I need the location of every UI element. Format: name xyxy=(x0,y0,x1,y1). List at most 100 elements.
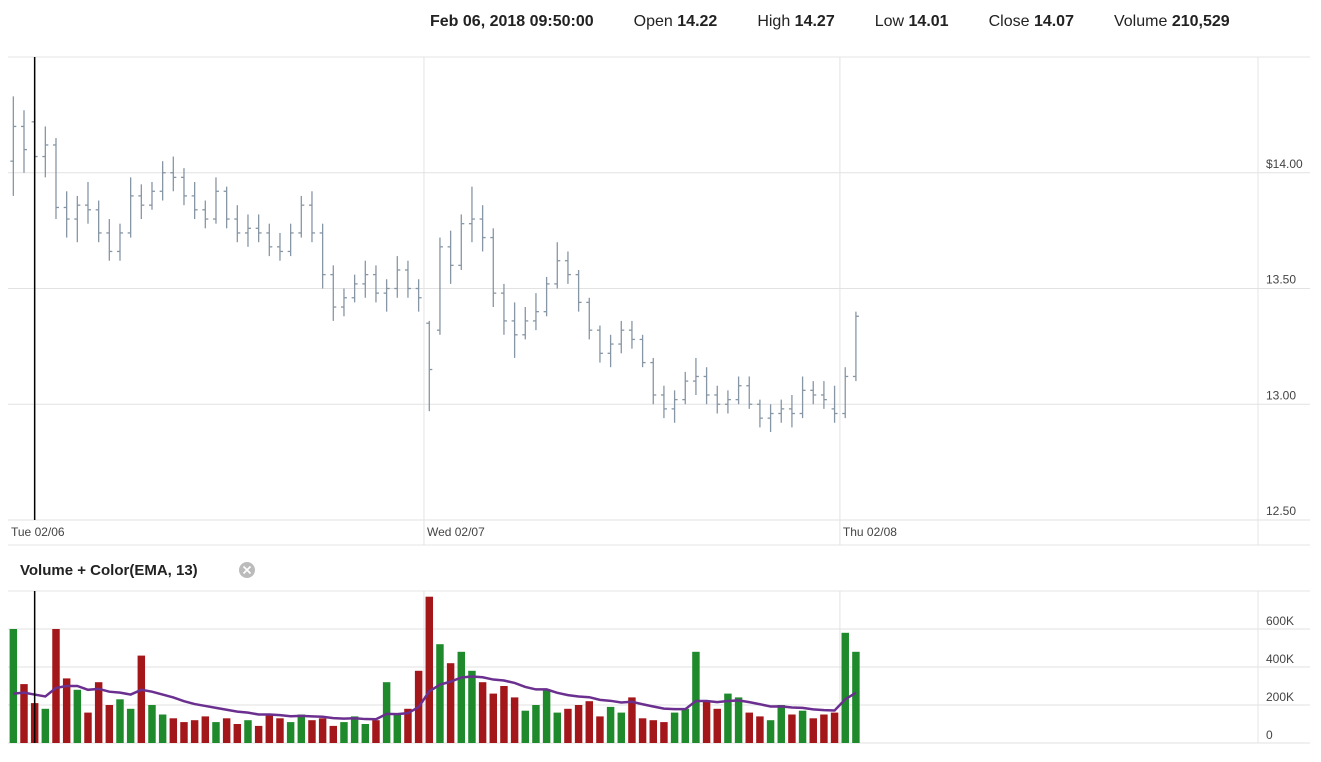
volume-bar xyxy=(393,714,402,743)
volume-bar xyxy=(318,718,327,743)
volume-bar xyxy=(286,722,295,743)
volume-bar xyxy=(180,722,188,743)
volume-bar xyxy=(777,705,785,743)
volume-bar xyxy=(116,699,124,743)
volume-bar xyxy=(372,720,380,743)
volume-bar xyxy=(382,682,391,743)
volume-bar xyxy=(468,670,476,743)
volume-bar xyxy=(148,705,156,743)
volume-bar xyxy=(222,718,231,743)
volume-bar xyxy=(425,596,434,743)
volume-bar xyxy=(73,689,82,743)
ema-line xyxy=(13,675,857,721)
y-tick-label: 0 xyxy=(1266,728,1273,742)
field-value: 14.07 xyxy=(1033,13,1074,30)
header-field: Close 14.07 xyxy=(989,13,1074,31)
volume-title: Volume + Color(EMA, 13) xyxy=(20,562,198,579)
volume-bar xyxy=(809,718,817,743)
volume-bar xyxy=(276,718,284,743)
field-value: 14.22 xyxy=(677,13,718,30)
volume-bar xyxy=(20,684,28,743)
volume-bar xyxy=(852,651,860,743)
volume-bar xyxy=(585,701,594,743)
volume-bar xyxy=(702,701,711,743)
volume-bar xyxy=(788,714,796,743)
volume-bar xyxy=(766,720,775,743)
volume-bar xyxy=(628,697,636,743)
field-label: Low xyxy=(874,13,905,30)
volume-bar xyxy=(606,706,615,743)
volume-bar xyxy=(254,725,263,743)
volume-bar xyxy=(308,720,316,743)
volume-bar xyxy=(756,716,764,743)
volume-bar xyxy=(489,693,498,743)
volume-bar xyxy=(84,712,92,743)
volume-bar xyxy=(660,722,668,743)
field-label: Volume xyxy=(1113,13,1168,30)
close-icon-x[interactable] xyxy=(242,565,252,575)
volume-bar xyxy=(574,705,583,743)
volume-bar xyxy=(126,708,135,743)
volume-bar xyxy=(830,712,839,743)
volume-bar xyxy=(734,697,743,743)
y-tick-label: 13.00 xyxy=(1266,388,1296,402)
datetime: Feb 06, 2018 09:50:00 xyxy=(430,13,594,30)
volume-bar xyxy=(212,722,220,743)
y-tick-label: 400K xyxy=(1266,652,1294,666)
field-value: 14.01 xyxy=(908,13,949,30)
header-field: Low 14.01 xyxy=(875,13,949,31)
field-label: Open xyxy=(633,13,673,30)
volume-bar xyxy=(41,708,50,743)
volume-bar xyxy=(297,714,306,743)
volume-bar xyxy=(233,724,242,743)
volume-bar xyxy=(681,708,689,743)
x-tick-label: Wed 02/07 xyxy=(427,525,485,539)
volume-bar xyxy=(446,663,455,743)
volume-bar xyxy=(329,725,338,743)
volume-bar xyxy=(361,724,370,743)
y-tick-label: 13.50 xyxy=(1266,273,1296,287)
volume-bar xyxy=(713,708,721,743)
volume-bar xyxy=(9,629,18,743)
y-tick-label: 200K xyxy=(1266,690,1294,704)
volume-bar xyxy=(692,651,700,743)
y-tick-label: $14.00 xyxy=(1266,157,1303,171)
volume-bar xyxy=(201,716,210,743)
field-label: High xyxy=(757,13,791,30)
volume-bar xyxy=(158,714,167,743)
volume-bar xyxy=(521,710,530,743)
volume-bar xyxy=(52,629,60,743)
volume-bar xyxy=(820,714,828,743)
volume-bar xyxy=(190,720,199,743)
header-field: Open 14.22 xyxy=(634,13,718,31)
volume-bar xyxy=(265,714,274,743)
volume-bar xyxy=(510,697,519,743)
header: Feb 06, 2018 09:50:00 Open 14.22 High 14.… xyxy=(430,13,1230,31)
y-tick-label: 12.50 xyxy=(1266,504,1296,518)
volume-bar xyxy=(670,712,679,743)
volume-bar xyxy=(532,705,540,743)
field-value: 14.27 xyxy=(794,13,835,30)
field-label: Close xyxy=(988,13,1030,30)
y-tick-label: 600K xyxy=(1266,614,1294,628)
volume-bar xyxy=(94,682,103,743)
volume-bar xyxy=(244,720,252,743)
volume-bar xyxy=(137,655,146,743)
volume-bar xyxy=(617,712,626,743)
volume-bar xyxy=(457,651,466,743)
volume-bar xyxy=(841,632,849,743)
volume-bar xyxy=(340,722,348,743)
volume-bar xyxy=(649,720,657,743)
x-tick-label: Thu 02/08 xyxy=(843,525,897,539)
x-tick-label: Tue 02/06 xyxy=(11,525,65,539)
volume-bar xyxy=(553,712,562,743)
header-field: High 14.27 xyxy=(757,13,834,31)
volume-bar xyxy=(350,716,359,743)
volume-bar xyxy=(638,718,647,743)
volume-bar xyxy=(596,716,604,743)
volume-bar xyxy=(564,708,572,743)
header-field: Volume 210,529 xyxy=(1114,13,1230,31)
field-value: 210,529 xyxy=(1171,13,1230,30)
volume-bar xyxy=(798,710,807,743)
